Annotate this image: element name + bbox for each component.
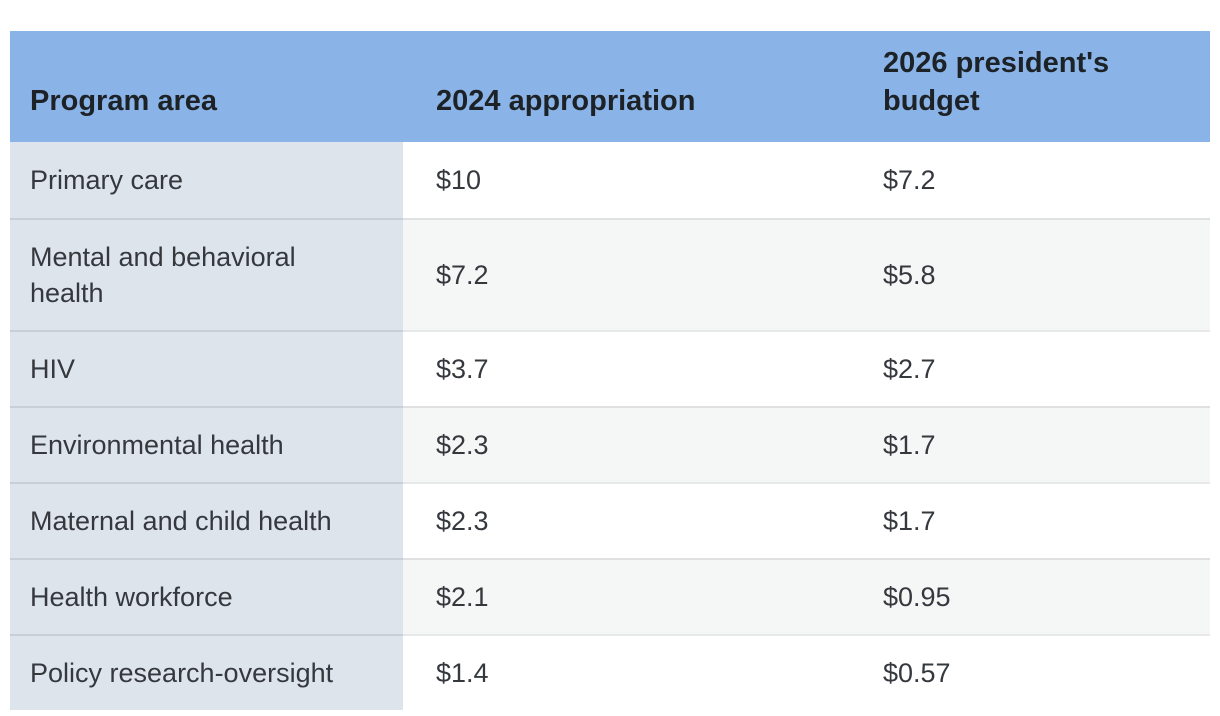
cell-2026-presidents-budget: $2.7 <box>851 330 1210 406</box>
table-row: Policy research-oversight $1.4 $0.57 <box>10 634 1210 710</box>
column-header-2026-presidents-budget: 2026 president's budget <box>883 47 1110 117</box>
cell-program-area: Maternal and child health <box>10 482 403 558</box>
cell-program-area: Mental and behavioral health <box>10 218 403 330</box>
cell-2026-presidents-budget: $1.7 <box>851 406 1210 482</box>
budget-table: Program area 2024 appropriation 2026 pre… <box>10 31 1210 710</box>
table-row: Primary care $10 $7.2 <box>10 142 1210 218</box>
cell-2024-appropriation: $2.3 <box>403 482 851 558</box>
cell-program-area: HIV <box>10 330 403 406</box>
table-header-row: Program area 2024 appropriation 2026 pre… <box>10 31 1210 142</box>
cell-program-area: Primary care <box>10 142 403 218</box>
table-row: Maternal and child health $2.3 $1.7 <box>10 482 1210 558</box>
column-header-program-area: Program area <box>30 85 217 117</box>
table-row: Mental and behavioral health $7.2 $5.8 <box>10 218 1210 330</box>
column-header-2024-appropriation: 2024 appropriation <box>436 85 696 117</box>
cell-program-area: Environmental health <box>10 406 403 482</box>
cell-2026-presidents-budget: $0.95 <box>851 558 1210 634</box>
cell-2026-presidents-budget: $0.57 <box>851 634 1210 710</box>
table-row: Environmental health $2.3 $1.7 <box>10 406 1210 482</box>
cell-2024-appropriation: $2.1 <box>403 558 851 634</box>
cell-2024-appropriation: $7.2 <box>403 218 851 330</box>
cell-program-area: Policy research-oversight <box>10 634 403 710</box>
table-body: Primary care $10 $7.2 Mental and behavio… <box>10 142 1210 710</box>
cell-2024-appropriation: $3.7 <box>403 330 851 406</box>
cell-2024-appropriation: $1.4 <box>403 634 851 710</box>
cell-2024-appropriation: $2.3 <box>403 406 851 482</box>
table-row: Health workforce $2.1 $0.95 <box>10 558 1210 634</box>
cell-2026-presidents-budget: $1.7 <box>851 482 1210 558</box>
cell-2024-appropriation: $10 <box>403 142 851 218</box>
cell-2026-presidents-budget: $7.2 <box>851 142 1210 218</box>
cell-2026-presidents-budget: $5.8 <box>851 218 1210 330</box>
table-row: HIV $3.7 $2.7 <box>10 330 1210 406</box>
cell-program-area: Health workforce <box>10 558 403 634</box>
